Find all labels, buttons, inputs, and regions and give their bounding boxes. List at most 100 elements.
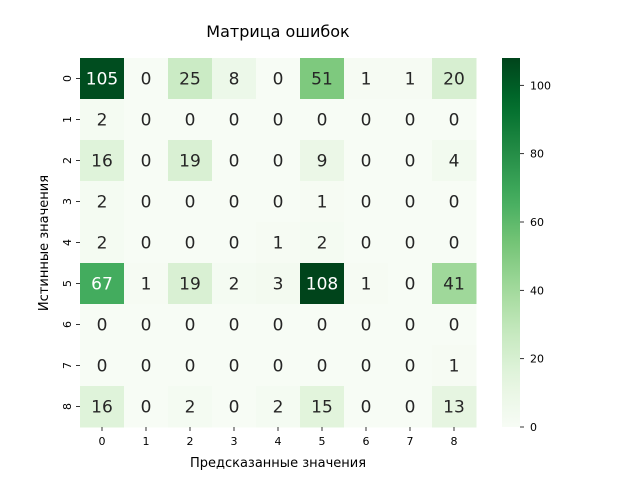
heatmap-cell	[388, 99, 433, 141]
cell-value-label: 4	[449, 152, 460, 172]
cell-value-label: 0	[273, 70, 284, 90]
cell-value-label: 105	[86, 70, 118, 90]
heatmap-cell	[80, 58, 125, 100]
cell-value-label: 0	[185, 357, 196, 377]
heatmap-cell	[124, 345, 169, 387]
heatmap-cell	[344, 181, 389, 223]
cell-value-label: 0	[185, 316, 196, 336]
cell-value-label: 19	[179, 275, 201, 295]
cell-value-label: 0	[273, 193, 284, 213]
heatmap-cell	[256, 345, 301, 387]
cell-value-label: 0	[141, 398, 152, 418]
cell-value-label: 0	[141, 316, 152, 336]
heatmap-cell	[168, 58, 213, 100]
colorbar	[502, 58, 520, 427]
heatmap-cell	[432, 140, 477, 182]
cell-value-label: 0	[405, 398, 416, 418]
x-tick-label: 6	[363, 435, 370, 448]
heatmap-cell	[212, 140, 257, 182]
heatmap-cell	[212, 222, 257, 264]
heatmap-cell	[212, 99, 257, 141]
heatmap-cell	[80, 222, 125, 264]
cell-value-label: 0	[97, 316, 108, 336]
cell-value-label: 51	[311, 70, 333, 90]
cell-value-label: 0	[229, 357, 240, 377]
heatmap-cell	[124, 222, 169, 264]
heatmap-cell	[168, 181, 213, 223]
cell-value-label: 3	[273, 275, 284, 295]
cell-value-label: 15	[311, 398, 333, 418]
cell-value-label: 0	[405, 316, 416, 336]
heatmap-cell	[388, 263, 433, 305]
heatmap-cell	[212, 386, 257, 428]
x-axis-ticks: 0 1 2 3 4 5 6 7 8	[99, 427, 458, 448]
heatmap-cell	[300, 345, 345, 387]
cell-value-label: 0	[185, 111, 196, 131]
cell-value-label: 0	[405, 234, 416, 254]
heatmap-cell	[212, 304, 257, 346]
cell-value-label: 0	[361, 357, 372, 377]
cell-value-label: 25	[179, 70, 201, 90]
cell-value-label: 0	[185, 193, 196, 213]
heatmap-cell	[300, 386, 345, 428]
x-tick-label: 1	[143, 435, 150, 448]
colorbar-tick-label: 40	[530, 284, 544, 297]
cell-value-label: 0	[141, 152, 152, 172]
x-tick-label: 2	[187, 435, 194, 448]
cell-value-label: 16	[91, 152, 113, 172]
heatmap-cell	[300, 263, 345, 305]
cell-value-label: 9	[317, 152, 328, 172]
colorbar-ticks: 0 20 40 60 80 100	[520, 79, 551, 434]
cell-value-label: 0	[361, 111, 372, 131]
cell-value-label: 0	[449, 234, 460, 254]
heatmap-cell	[80, 304, 125, 346]
heatmap-cell	[124, 386, 169, 428]
heatmap-cell	[344, 140, 389, 182]
cell-value-label: 2	[185, 398, 196, 418]
cell-value-label: 0	[449, 316, 460, 336]
cell-value-label: 0	[229, 152, 240, 172]
x-tick-label: 3	[231, 435, 238, 448]
cell-value-label: 0	[273, 152, 284, 172]
heatmap-cell	[388, 386, 433, 428]
heatmap-cell	[300, 140, 345, 182]
cell-value-label: 16	[91, 398, 113, 418]
heatmap-cell	[300, 181, 345, 223]
y-tick-label: 8	[61, 403, 74, 410]
heatmap-cell	[344, 99, 389, 141]
cell-value-label: 1	[273, 234, 284, 254]
cell-value-label: 19	[179, 152, 201, 172]
colorbar-tick-label: 20	[530, 353, 544, 366]
chart-title: Матрица ошибок	[206, 22, 350, 41]
cell-value-label: 0	[405, 357, 416, 377]
heatmap-cells: 105 0 25 8 0 51 1 1 202 0 0 0 0 0 0 0 016 0 19 0 0 9 0 0 42 0 0 0 0 1…	[80, 58, 477, 428]
heatmap-cell	[432, 99, 477, 141]
colorbar-tick-label: 60	[530, 216, 544, 229]
y-axis-label: Истинные значения	[37, 175, 52, 311]
heatmap-cell	[256, 263, 301, 305]
cell-value-label: 0	[229, 398, 240, 418]
heatmap-cell	[344, 386, 389, 428]
cell-value-label: 2	[97, 111, 108, 131]
x-axis-label: Предсказанные значения	[190, 456, 366, 471]
x-tick-label: 7	[407, 435, 414, 448]
cell-value-label: 0	[273, 111, 284, 131]
cell-value-label: 0	[141, 357, 152, 377]
heatmap-cell	[300, 222, 345, 264]
cell-value-label: 2	[97, 193, 108, 213]
cell-value-label: 0	[229, 111, 240, 131]
heatmap-cell	[212, 263, 257, 305]
heatmap-cell	[124, 181, 169, 223]
cell-value-label: 0	[361, 152, 372, 172]
heatmap-cell	[124, 140, 169, 182]
heatmap-cell	[388, 181, 433, 223]
cell-value-label: 0	[361, 398, 372, 418]
heatmap-cell	[300, 99, 345, 141]
y-axis-ticks: 0 1 2 3 4 5 6 7 8	[61, 75, 80, 410]
heatmap-cell	[432, 181, 477, 223]
cell-value-label: 0	[361, 316, 372, 336]
y-tick-label: 4	[61, 239, 74, 246]
cell-value-label: 0	[273, 357, 284, 377]
heatmap-cell	[80, 345, 125, 387]
cell-value-label: 0	[405, 152, 416, 172]
